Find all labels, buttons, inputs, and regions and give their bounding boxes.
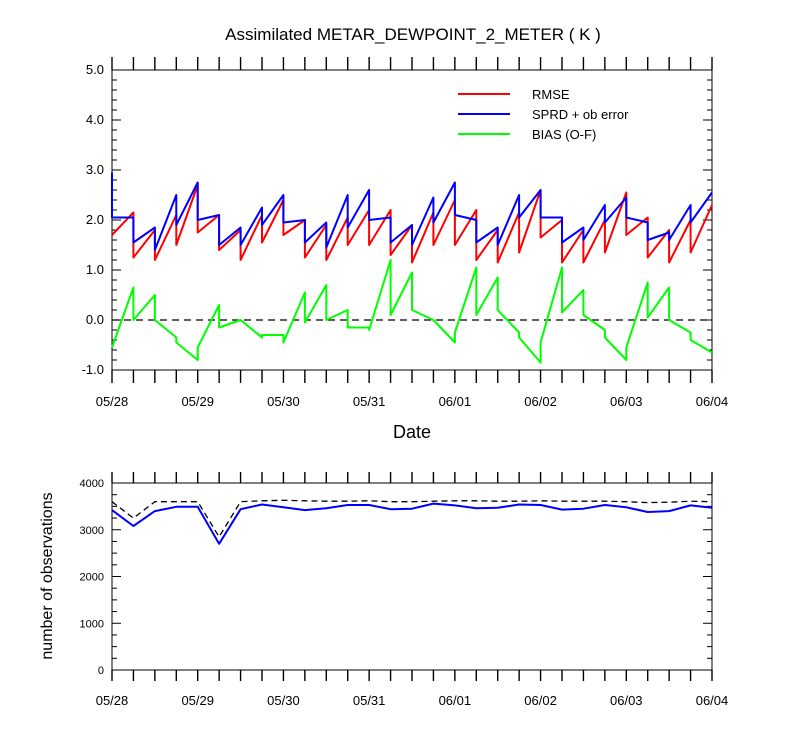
y-tick-label: 3.0	[86, 162, 104, 177]
x-tick-label: 06/01	[439, 394, 472, 409]
x-tick-label: 06/04	[696, 693, 729, 708]
x-tick-label: 06/04	[696, 394, 729, 409]
top-y-axis: -1.0 0.0 1.0 2.0 3.0 4.0 5.0	[82, 62, 712, 377]
top-panel: -1.00.01.02.03.04.05.0 05/28 05/29 05/30 05…	[82, 57, 729, 409]
legend-label: SPRD + ob error	[532, 107, 629, 122]
y-tick-label: 0	[98, 665, 104, 677]
series-line-0	[111, 184, 713, 264]
y-tick-label: 2000	[80, 572, 104, 584]
y-axis-label-observations: number of observations	[39, 492, 56, 659]
x-axis-label: Date	[393, 422, 431, 442]
y-tick-label: 1000	[80, 618, 104, 630]
y-tick-label: 4.0	[86, 112, 104, 127]
y-tick-label: 4000	[80, 478, 104, 490]
y-tick-label: 3000	[80, 525, 104, 537]
x-tick-label: 06/02	[524, 394, 557, 409]
bottom-x-axis: 05/28 05/29 05/30 05/31 06/01 06/02 06/03 06/04	[96, 472, 729, 708]
legend-label: BIAS (O-F)	[532, 127, 596, 142]
x-tick-label: 06/03	[610, 693, 643, 708]
bottom-series	[111, 499, 713, 545]
legend-label: RMSE	[532, 87, 570, 102]
series-line-1	[111, 172, 713, 251]
y-tick-label: 2.0	[86, 212, 104, 227]
bottom-plot-frame	[111, 482, 713, 671]
x-tick-label: 05/30	[267, 394, 300, 409]
x-tick-label: 06/01	[439, 693, 472, 708]
x-tick-label: 06/02	[524, 693, 557, 708]
chart-title: Assimilated METAR_DEWPOINT_2_METER ( K )	[225, 25, 601, 44]
bottom-panel: 0 1000 2000 3000 4000 05/28 05/29 05/30 05/31 06…	[80, 472, 729, 708]
bottom-y-axis: 0 1000 2000 3000 4000	[80, 478, 712, 677]
x-tick-label: 05/29	[181, 394, 214, 409]
x-tick-label: 05/31	[353, 693, 386, 708]
top-series	[111, 172, 713, 364]
y-tick-label: 1.0	[86, 262, 104, 277]
top-x-axis: 05/28 05/29 05/30 05/31 06/01 06/02 06/03 06/04	[96, 57, 729, 409]
x-tick-label: 05/29	[181, 693, 214, 708]
y-tick-label: -1.0	[82, 362, 104, 377]
y-tick-label: 5.0	[86, 62, 104, 77]
y-tick-label: 0.0	[86, 312, 104, 327]
obs-series-line-0	[111, 499, 713, 538]
x-tick-label: 05/28	[96, 394, 129, 409]
series-line-2	[111, 259, 713, 364]
x-tick-label: 06/03	[610, 394, 643, 409]
x-tick-label: 05/31	[353, 394, 386, 409]
legend: RMSE SPRD + ob error BIAS (O-F)	[458, 87, 629, 142]
obs-series-line-1	[111, 502, 713, 545]
x-tick-label: 05/28	[96, 693, 129, 708]
x-tick-label: 05/30	[267, 693, 300, 708]
